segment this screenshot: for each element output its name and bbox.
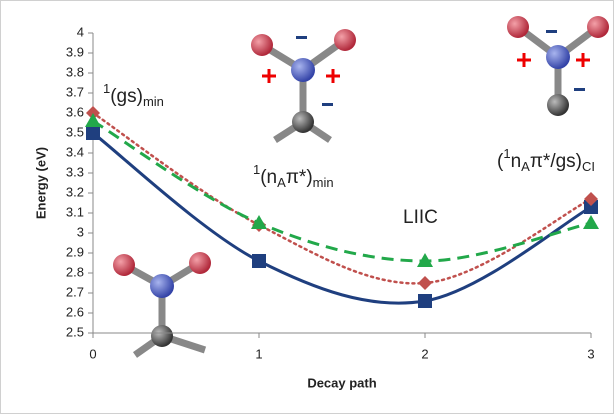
annotation-part: (n bbox=[260, 167, 277, 188]
annotation: LIIC bbox=[403, 207, 438, 228]
annotation-part: 1 bbox=[253, 162, 260, 177]
y-tick-label: 2.6 bbox=[66, 304, 84, 319]
annotation-part: 1 bbox=[503, 146, 510, 161]
annotation-part: π*) bbox=[286, 167, 313, 188]
annotation-part: min bbox=[143, 94, 164, 109]
x-tick-label: 1 bbox=[255, 346, 262, 361]
y-tick-label: 2.9 bbox=[66, 244, 84, 259]
y-tick-label: 3.5 bbox=[66, 124, 84, 139]
annotation-part: (gs) bbox=[110, 86, 143, 107]
y-tick-label: 2.5 bbox=[66, 324, 84, 339]
x-axis-title: Decay path bbox=[307, 375, 376, 390]
y-tick-label: 3.7 bbox=[66, 84, 84, 99]
y-tick-label: 2.7 bbox=[66, 284, 84, 299]
marker bbox=[86, 126, 100, 140]
annotation-part: n bbox=[511, 151, 522, 172]
annotation-part: A bbox=[277, 175, 286, 190]
x-tick-label: 0 bbox=[89, 346, 96, 361]
y-tick-label: 4 bbox=[77, 24, 84, 39]
annotation-part: min bbox=[313, 175, 334, 190]
annotation: (1nAπ*/gs)CI bbox=[497, 146, 595, 174]
annotation-part: LIIC bbox=[403, 207, 438, 228]
annotation-part: π*/gs) bbox=[530, 151, 582, 172]
marker bbox=[418, 294, 432, 308]
y-tick-label: 3.8 bbox=[66, 64, 84, 79]
y-tick-label: 3.4 bbox=[66, 144, 84, 159]
x-tick-label: 2 bbox=[421, 346, 428, 361]
x-tick-label: 3 bbox=[587, 346, 594, 361]
y-tick-label: 3.2 bbox=[66, 184, 84, 199]
annotation-part: 1 bbox=[103, 81, 110, 96]
annotation-part: A bbox=[521, 159, 530, 174]
y-tick-label: 3.1 bbox=[66, 204, 84, 219]
y-tick-label: 3 bbox=[77, 224, 84, 239]
y-tick-label: 3.9 bbox=[66, 44, 84, 59]
y-axis-title: Energy (eV) bbox=[33, 147, 48, 219]
y-tick-label: 3.6 bbox=[66, 104, 84, 119]
y-tick-label: 2.8 bbox=[66, 264, 84, 279]
annotation-part: CI bbox=[582, 159, 595, 174]
marker bbox=[252, 254, 266, 268]
y-tick-label: 3.3 bbox=[66, 164, 84, 179]
chart: Energy (eV) Decay path 2.5 2.6 2.7 2.8 2.9 3 3… bbox=[0, 0, 614, 414]
